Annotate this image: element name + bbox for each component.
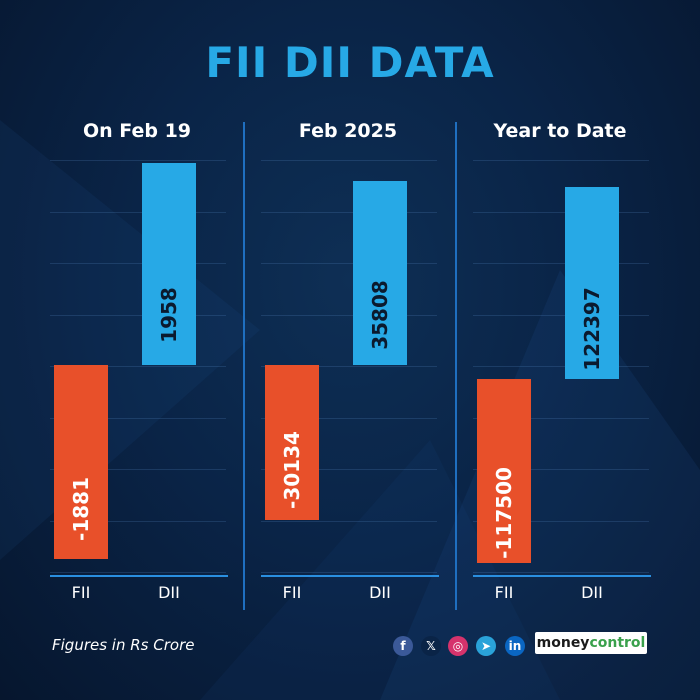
grid-line — [50, 211, 226, 213]
grid-line — [473, 572, 649, 573]
data-label: 1958 — [157, 287, 181, 343]
x-icon[interactable]: 𝕏 — [421, 636, 441, 656]
grid-line — [50, 417, 226, 419]
grid-line — [50, 160, 226, 161]
grid-line — [473, 520, 649, 522]
x-axis-line — [473, 575, 651, 577]
data-label: -30134 — [280, 430, 304, 509]
telegram-icon[interactable]: ➤ — [476, 636, 496, 656]
grid-line — [50, 263, 226, 264]
x-tick-label: DII — [158, 583, 180, 602]
x-tick-label: DII — [369, 583, 391, 602]
grid-line — [261, 366, 437, 367]
x-tick-label: FII — [494, 583, 514, 602]
grid-line — [261, 314, 437, 316]
fii-bar — [265, 365, 319, 520]
grid-line — [473, 469, 649, 470]
grid-line — [473, 211, 649, 213]
grid-line — [473, 160, 649, 161]
x-tick-label: FII — [282, 583, 302, 602]
grid-line — [50, 572, 226, 573]
instagram-icon[interactable]: ◎ — [448, 636, 468, 656]
grid-line — [473, 417, 649, 419]
grid-line — [473, 263, 649, 264]
panel-title: Feb 2025 — [298, 120, 398, 142]
grid-line — [261, 572, 437, 573]
x-tick-label: FII — [71, 583, 91, 602]
x-axis-line — [50, 575, 228, 577]
data-label: 35808 — [368, 280, 392, 350]
panel-separator — [243, 122, 245, 610]
grid-line — [261, 263, 437, 264]
linkedin-icon[interactable]: in — [505, 636, 525, 656]
x-axis-line — [261, 575, 439, 577]
data-label: -117500 — [492, 467, 516, 560]
grid-line — [261, 520, 437, 522]
fii-bar — [477, 379, 531, 564]
x-tick-label: DII — [581, 583, 603, 602]
grid-line — [261, 211, 437, 213]
grid-line — [261, 160, 437, 161]
brand-part1: money — [536, 635, 590, 651]
footnote: Figures in Rs Crore — [52, 636, 195, 654]
dii-bar — [353, 181, 407, 365]
grid-line — [473, 366, 649, 367]
moneycontrol-logo: money control — [535, 632, 647, 654]
facebook-icon[interactable]: f — [393, 636, 413, 656]
panel-separator — [455, 122, 457, 610]
panel-title: Year to Date — [493, 120, 627, 142]
data-label: -1881 — [69, 477, 93, 542]
grid-line — [473, 314, 649, 316]
data-label: 122397 — [580, 287, 604, 371]
dii-bar — [565, 187, 619, 379]
grid-line — [261, 469, 437, 470]
grid-line — [261, 417, 437, 419]
fii-bar — [54, 365, 108, 560]
brand-part2: control — [589, 635, 646, 651]
grid-line — [50, 469, 226, 470]
main-title: FII DII DATA — [205, 38, 495, 87]
grid-line — [50, 314, 226, 316]
grid-line — [50, 366, 226, 367]
grid-line — [50, 520, 226, 522]
dii-bar — [142, 163, 196, 365]
panel-title: On Feb 19 — [82, 120, 192, 142]
